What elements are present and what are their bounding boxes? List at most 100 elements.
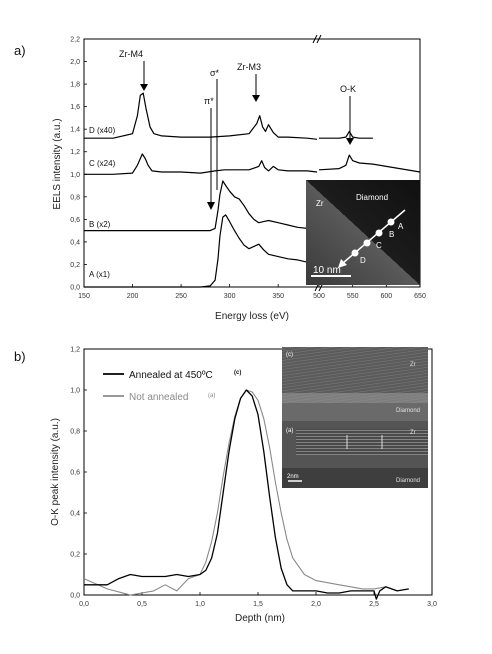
panel-b-ticks: 0,0 0,5 1,0 1,5 2,0 2,5 3,0 0,0 0,2 0,4 0,6 0,8 1,0 1… <box>70 347 437 609</box>
x-tick-label: 500 <box>313 293 325 300</box>
inset-b-top-band <box>282 393 428 403</box>
annotation-zr-m3: Zr-M3 <box>237 62 261 72</box>
inset-b-bottom-diamond <box>282 468 428 488</box>
y-tick-label: 1,0 <box>70 172 80 179</box>
y-tick-label: 0,6 <box>70 217 80 224</box>
series-label-c: C (x24) <box>89 159 116 168</box>
x-tick-label: 300 <box>224 293 236 300</box>
inset-b-scale-label: 2nm <box>287 474 299 480</box>
inset-a-diamond: Diamond <box>356 193 388 202</box>
inset-a-image <box>306 180 420 285</box>
arrowhead-o-k <box>346 138 354 145</box>
series-line-annealed <box>84 389 409 600</box>
series-line-2-seg-1 <box>318 154 421 173</box>
legend-tag-not-annealed: (a) <box>208 393 215 399</box>
arrowhead-zr-m4 <box>140 84 148 91</box>
panel-b-ylabel: O-K peak intensity (a.u.) <box>50 418 61 526</box>
x-tick-label: 650 <box>414 293 426 300</box>
axis-break-mark-top <box>312 34 318 44</box>
inset-b-top-diamond <box>282 403 428 421</box>
y-tick-label: 0,8 <box>70 194 80 201</box>
x-tick-label: 2,0 <box>311 601 321 608</box>
inset-a-label-a: A <box>398 222 404 231</box>
y-tick-label: 2,0 <box>70 59 80 66</box>
annotation-sigma-star: σ* <box>210 68 220 78</box>
x-tick-label: 0,5 <box>137 601 147 608</box>
series-label-d: D (x40) <box>89 126 116 135</box>
series-line-2-seg-0 <box>84 153 318 175</box>
inset-a-point-c <box>363 239 371 247</box>
series-label-b: B (x2) <box>89 220 111 229</box>
x-tick-label: 600 <box>380 293 392 300</box>
series-line-1-seg-0 <box>84 180 318 232</box>
y-tick-label: 1,8 <box>70 82 80 89</box>
y-tick-label: 0,8 <box>70 429 80 436</box>
legend-tag-annealed: (c) <box>234 370 241 376</box>
x-tick-label: 3,0 <box>427 601 437 608</box>
series-line-3-seg-0 <box>84 92 318 140</box>
y-tick-label: 1,4 <box>70 127 80 134</box>
inset-a-label-d: D <box>360 256 366 265</box>
inset-a-point-b <box>375 229 383 237</box>
x-tick-label: 550 <box>347 293 359 300</box>
inset-a-label-c: C <box>376 241 382 250</box>
inset-a-label-b: B <box>389 230 394 239</box>
axis-break-mark-top <box>316 34 322 44</box>
inset-a-point-a <box>387 218 395 226</box>
x-tick-label: 250 <box>175 293 187 300</box>
panel-b-legend: Annealed at 450ºC (c) Not annealed (a) <box>103 370 241 403</box>
y-tick-label: 2,2 <box>70 37 80 44</box>
inset-a-point-d <box>351 249 359 257</box>
x-tick-label: 150 <box>78 293 90 300</box>
panel-a-label: a) <box>14 43 26 58</box>
y-tick-label: 0,4 <box>70 511 80 518</box>
x-tick-label: 350 <box>272 293 284 300</box>
legend-label-not-annealed: Not annealed <box>129 392 189 403</box>
annotation-pi-star: π* <box>204 96 214 106</box>
x-tick-label: 2,5 <box>369 601 379 608</box>
legend-label-annealed: Annealed at 450ºC <box>129 370 213 381</box>
arrowhead-zr-m3 <box>252 95 260 102</box>
y-tick-label: 1,2 <box>70 149 80 156</box>
panel-a-inset: Diamond Zr A B C D 10 nm <box>306 180 420 285</box>
inset-b-diamond-bottom: Diamond <box>396 478 420 484</box>
y-tick-label: 0,4 <box>70 239 80 246</box>
panel-b-series <box>83 389 409 600</box>
panel-a-ylabel: EELS intensity (a.u.) <box>52 118 63 209</box>
inset-b-tag-c: (c) <box>286 352 293 358</box>
inset-a-scale-label: 10 nm <box>313 265 341 276</box>
inset-a-zr: Zr <box>316 199 324 208</box>
series-line-0-seg-0 <box>84 214 318 288</box>
inset-b-zr-top: Zr <box>410 362 416 368</box>
inset-b-tag-a: (a) <box>286 428 293 434</box>
x-tick-label: 0,0 <box>79 601 89 608</box>
panel-a-xlabel: Energy loss (eV) <box>215 311 289 322</box>
y-tick-label: 0,2 <box>70 552 80 559</box>
annotation-o-k: O-K <box>340 84 356 94</box>
x-tick-label: 1,5 <box>253 601 263 608</box>
inset-b-bottom-lattice <box>296 429 428 455</box>
series-line-not-annealed <box>83 389 386 596</box>
y-tick-label: 1,0 <box>70 388 80 395</box>
y-tick-label: 1,6 <box>70 104 80 111</box>
y-tick-label: 0,0 <box>70 593 80 600</box>
panel-a-plot-area <box>83 38 421 288</box>
arrowhead-pi-star <box>207 202 215 210</box>
x-tick-label: 1,0 <box>195 601 205 608</box>
annotation-zr-m4: Zr-M4 <box>119 49 143 59</box>
series-label-a: A (x1) <box>89 270 110 279</box>
inset-a-arrowhead <box>338 259 347 268</box>
inset-b-zr-bottom: Zr <box>410 430 416 436</box>
y-tick-label: 0,6 <box>70 470 80 477</box>
panel-b-xlabel: Depth (nm) <box>235 613 285 624</box>
y-tick-label: 1,2 <box>70 347 80 354</box>
panel-b-label: b) <box>14 349 26 364</box>
panel-a-series <box>84 92 421 288</box>
y-tick-label: 0,0 <box>70 285 80 292</box>
inset-b-diamond-top: Diamond <box>396 408 420 414</box>
panel-b-inset: (c) Zr Diamond (a) Zr Diamond 2nm <box>282 347 428 488</box>
series-line-3-seg-1 <box>319 130 373 139</box>
x-tick-label: 200 <box>127 293 139 300</box>
y-tick-label: 0,2 <box>70 262 80 269</box>
